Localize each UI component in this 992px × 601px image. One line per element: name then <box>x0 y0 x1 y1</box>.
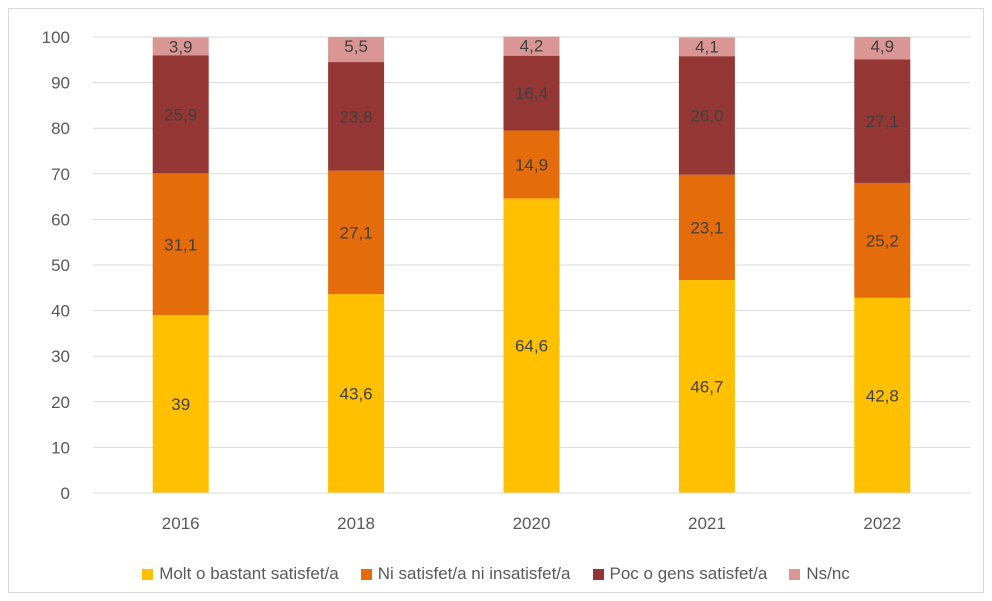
legend-swatch <box>142 568 154 580</box>
data-label: 23,1 <box>690 218 723 237</box>
data-label: 31,1 <box>164 235 197 254</box>
data-label: 4,1 <box>695 37 719 56</box>
data-label: 42,8 <box>866 386 899 405</box>
bar-segment <box>678 56 735 175</box>
bar-segment <box>328 170 385 295</box>
bar-segment <box>152 315 209 493</box>
y-tick-label: 0 <box>61 484 70 503</box>
y-tick-label: 60 <box>51 210 70 229</box>
data-label: 26,0 <box>690 106 723 125</box>
y-tick-label: 90 <box>51 74 70 93</box>
legend-item: Poc o gens satisfet/a <box>592 564 768 584</box>
bar-segment <box>328 294 385 493</box>
bar-segment <box>503 36 560 56</box>
y-tick-label: 80 <box>51 119 70 138</box>
x-tick-label: 2022 <box>863 514 901 533</box>
y-tick-label: 100 <box>42 28 70 47</box>
y-tick-label: 40 <box>51 302 70 321</box>
bar-segment <box>678 37 735 57</box>
legend-item: Molt o bastant satisfet/a <box>142 564 339 584</box>
bar-segment <box>678 174 735 281</box>
legend-item: Ns/nc <box>789 564 850 584</box>
legend-item: Ni satisfet/a ni insatisfet/a <box>360 564 571 584</box>
legend-swatch <box>592 568 604 580</box>
legend-label: Ns/nc <box>806 564 850 583</box>
bar-segment <box>854 297 911 493</box>
bar-segment <box>152 37 209 56</box>
legend-label: Ni satisfet/a ni insatisfet/a <box>377 564 571 583</box>
x-tick-label: 2020 <box>513 514 551 533</box>
data-label: 14,9 <box>515 155 548 174</box>
x-tick-label: 2018 <box>337 514 375 533</box>
y-tick-label: 20 <box>51 393 70 412</box>
data-label: 23,8 <box>340 107 373 126</box>
y-tick-label: 10 <box>51 438 70 457</box>
x-tick-label: 2016 <box>162 514 200 533</box>
data-label: 3,9 <box>169 37 193 56</box>
data-label: 4,9 <box>870 37 894 56</box>
bar-segment <box>678 280 735 493</box>
data-label: 39 <box>171 395 190 414</box>
stacked-bar-chart: 0 10 20 30 40 50 60 70 80 90 100 39 31,1 25,9 3,9 2016 4… <box>42 28 970 533</box>
bar-segment <box>152 173 209 316</box>
legend-label: Poc o gens satisfet/a <box>609 564 768 583</box>
legend-swatch <box>360 568 372 580</box>
legend-label: Molt o bastant satisfet/a <box>159 564 339 583</box>
data-label: 64,6 <box>515 337 548 356</box>
legend-swatch <box>789 568 801 580</box>
bar-segment <box>854 37 911 60</box>
data-label: 43,6 <box>340 385 373 404</box>
bar-segment <box>328 62 385 171</box>
bar-segment <box>503 198 560 493</box>
y-tick-label: 30 <box>51 347 70 366</box>
bar-segment <box>503 55 560 131</box>
bar-segment <box>503 130 560 199</box>
y-tick-label: 70 <box>51 165 70 184</box>
data-label: 4,2 <box>520 37 544 56</box>
data-label: 46,7 <box>690 378 723 397</box>
data-label: 27,1 <box>340 223 373 242</box>
y-tick-label: 50 <box>51 256 70 275</box>
chart-legend: Molt o bastant satisfet/a Ni satisfet/a n… <box>0 564 992 584</box>
data-label: 25,2 <box>866 231 899 250</box>
bar-segment <box>854 182 911 298</box>
data-label: 25,9 <box>164 105 197 124</box>
bar-segment <box>854 59 911 183</box>
data-label: 27,1 <box>866 112 899 131</box>
data-label: 16,4 <box>515 84 548 103</box>
bar-segment <box>328 37 385 63</box>
x-tick-label: 2021 <box>688 514 726 533</box>
data-label: 5,5 <box>344 37 368 56</box>
bar-segment <box>152 55 209 174</box>
